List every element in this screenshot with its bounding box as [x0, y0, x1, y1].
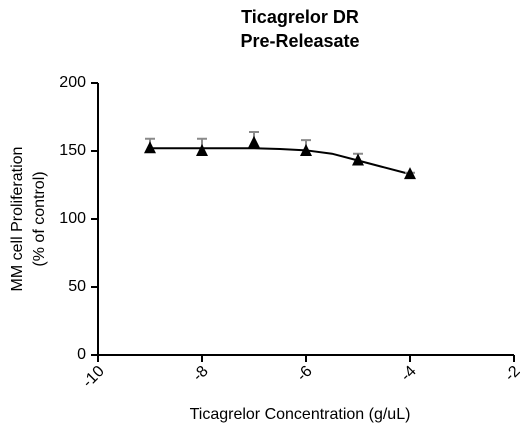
- y-tick-label: 150: [59, 142, 86, 159]
- y-axis-label: MM cell Proliferation: [9, 147, 26, 292]
- x-axis-label: Ticagrelor Concentration (g/uL): [190, 406, 411, 423]
- data-point: [248, 135, 260, 148]
- chart-title: Pre-Releasate: [240, 31, 359, 51]
- y-tick-label: 0: [77, 346, 86, 363]
- chart-title: Ticagrelor DR: [241, 7, 359, 27]
- y-tick-label: 50: [68, 278, 86, 295]
- x-tick-label: -10: [79, 363, 107, 391]
- x-tick-label: -6: [294, 363, 316, 385]
- data-point: [144, 141, 156, 154]
- y-axis-label: (% of control): [31, 171, 48, 266]
- data-point: [300, 144, 312, 156]
- y-tick-label: 200: [59, 74, 86, 91]
- x-tick-label: -4: [398, 363, 420, 385]
- data-point: [404, 167, 416, 180]
- x-tick-label: -8: [190, 363, 212, 385]
- y-tick-label: 100: [59, 210, 86, 227]
- fit-curve: [150, 147, 411, 176]
- x-tick-label: -2: [502, 363, 520, 385]
- data-point: [352, 153, 364, 166]
- data-point: [196, 144, 208, 156]
